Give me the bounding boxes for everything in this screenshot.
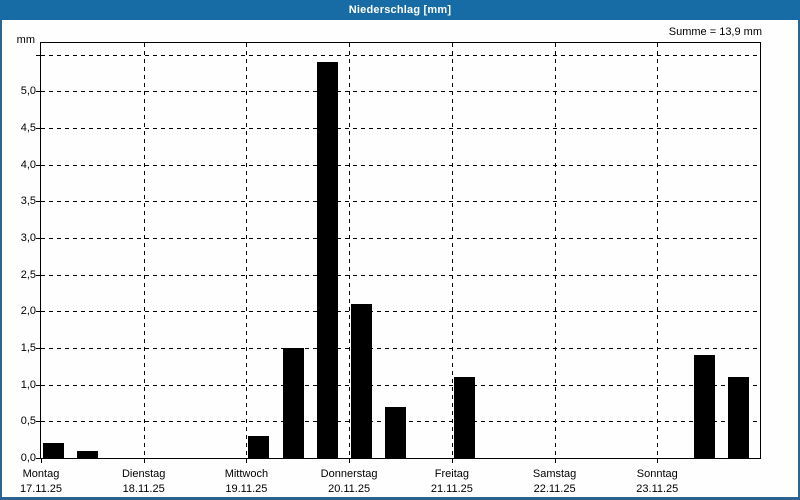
- date-label: 20.11.25: [328, 483, 371, 495]
- x-axis-tick: [143, 459, 145, 463]
- y-tick-label: 1,5: [20, 342, 36, 354]
- date-label: 21.11.25: [430, 483, 473, 495]
- precipitation-bar: [77, 450, 99, 458]
- y-tick-label: 4,0: [20, 158, 36, 171]
- window-title: Niederschlag [mm]: [348, 4, 452, 16]
- y-axis-tick: [36, 91, 40, 93]
- weekday-label: Sonntag: [636, 468, 678, 480]
- y-gridline: [41, 384, 760, 386]
- date-label: 19.11.25: [225, 483, 268, 495]
- day-boundary-gridline: [554, 43, 556, 458]
- y-tick-label: 2,5: [20, 268, 36, 281]
- precipitation-bar: [351, 304, 373, 458]
- y-gridline: [41, 54, 760, 56]
- y-axis-tick: [36, 274, 40, 276]
- window-border-right: [798, 20, 800, 500]
- precipitation-bar: [248, 436, 270, 458]
- weekday-label: Freitag: [434, 468, 470, 480]
- precipitation-bar: [693, 355, 715, 458]
- precipitation-bar: [316, 62, 338, 458]
- y-gridline: [41, 201, 760, 203]
- plot-area: [40, 42, 761, 459]
- y-tick-label: 3,5: [20, 195, 36, 208]
- day-boundary-gridline: [657, 43, 659, 458]
- y-axis-tick: [36, 384, 40, 386]
- precipitation-bar: [282, 348, 304, 458]
- date-label: 17.11.25: [19, 483, 63, 495]
- y-gridline: [41, 91, 760, 93]
- x-axis-tick: [41, 459, 42, 463]
- precipitation-bar: [43, 443, 64, 458]
- y-tick-label: 0,5: [20, 415, 36, 428]
- y-axis-tick: [36, 348, 40, 349]
- y-axis-tick: [36, 164, 40, 166]
- y-tick-label: 0,0: [20, 452, 36, 464]
- y-axis-tick: [36, 128, 40, 130]
- y-tick-label: 4,5: [20, 122, 36, 135]
- y-gridline: [41, 128, 760, 130]
- y-tick-label: 5,0: [20, 85, 36, 98]
- x-axis-tick: [451, 459, 453, 463]
- date-label: 23.11.25: [636, 483, 679, 495]
- y-tick-label: 2,0: [20, 305, 36, 318]
- weekday-label: Donnerstag: [320, 468, 378, 480]
- y-axis-tick: [36, 238, 40, 239]
- y-axis-tick: [36, 311, 40, 313]
- y-gridline: [41, 274, 760, 276]
- day-boundary-gridline: [143, 43, 145, 458]
- y-gridline: [41, 164, 760, 166]
- weekday-label: Mittwoch: [224, 468, 269, 480]
- sum-label: Summe = 13,9 mm: [668, 26, 762, 38]
- y-axis-tick: [36, 201, 40, 203]
- y-gridline: [41, 311, 760, 313]
- precipitation-bar: [453, 377, 475, 458]
- x-axis-tick: [657, 459, 659, 463]
- weekday-label: Dienstag: [121, 468, 166, 480]
- date-label: 22.11.25: [533, 483, 576, 495]
- y-gridline: [41, 238, 760, 239]
- window-border-left: [0, 20, 2, 500]
- day-boundary-gridline: [349, 43, 351, 458]
- precipitation-bar: [727, 377, 749, 458]
- day-boundary-gridline: [246, 43, 248, 458]
- date-label: 18.11.25: [122, 483, 165, 495]
- y-axis-unit-label: mm: [16, 34, 35, 46]
- y-tick-label: 3,0: [20, 232, 36, 244]
- weekday-label: Samstag: [532, 468, 577, 480]
- precipitation-bar: [385, 406, 407, 458]
- y-axis-tick: [36, 421, 40, 423]
- weekday-label: Montag: [22, 468, 60, 480]
- window-border-bottom: [0, 497, 800, 500]
- x-axis-tick: [246, 459, 248, 463]
- y-gridline: [41, 348, 760, 349]
- day-boundary-gridline: [451, 43, 453, 458]
- x-axis-tick: [554, 459, 556, 463]
- y-axis-tick: [36, 54, 40, 56]
- x-axis-tick: [349, 459, 351, 463]
- y-axis-tick: [36, 458, 40, 459]
- y-tick-label: 1,0: [20, 378, 36, 391]
- window-titlebar: Niederschlag [mm]: [0, 0, 800, 20]
